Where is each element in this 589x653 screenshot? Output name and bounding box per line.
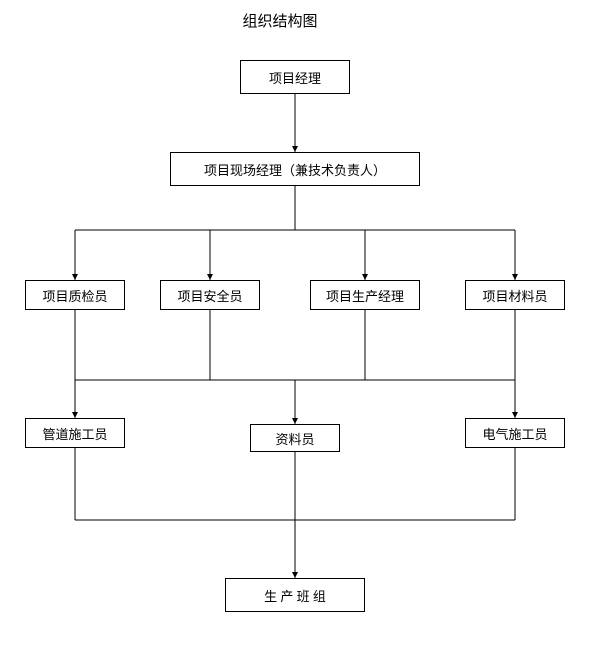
node-n1: 项目经理 xyxy=(240,60,350,94)
edges-layer xyxy=(0,0,589,653)
node-n2: 项目现场经理（兼技术负责人） xyxy=(170,152,420,186)
node-n10: 生 产 班 组 xyxy=(225,578,365,612)
node-n4: 项目安全员 xyxy=(160,280,260,310)
node-n7: 管道施工员 xyxy=(25,418,125,448)
node-n8: 资料员 xyxy=(250,424,340,452)
node-n5: 项目生产经理 xyxy=(310,280,420,310)
node-n9: 电气施工员 xyxy=(465,418,565,448)
diagram-title: 组织结构图 xyxy=(220,10,340,31)
node-n3: 项目质检员 xyxy=(25,280,125,310)
node-n6: 项目材料员 xyxy=(465,280,565,310)
